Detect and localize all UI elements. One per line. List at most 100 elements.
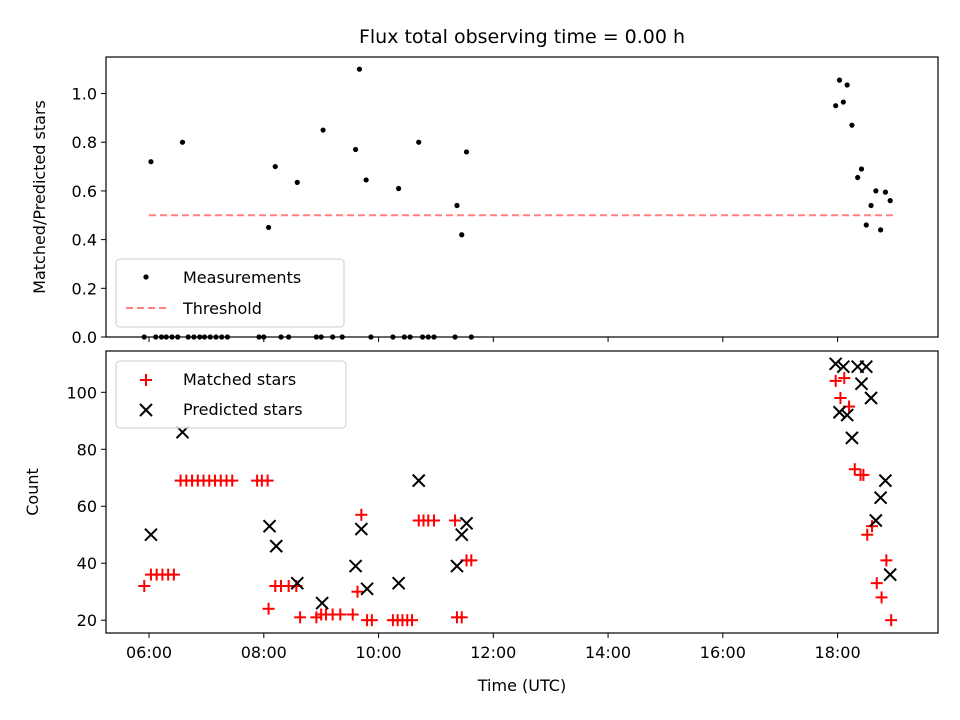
matched-star-point	[334, 608, 347, 621]
bottom-y-tick-label: 40	[77, 554, 97, 573]
bottom-y-tick-label: 60	[77, 497, 97, 516]
measurement-point	[463, 149, 470, 155]
predicted-star-stroke-b	[840, 408, 854, 422]
predicted-star-point	[840, 408, 854, 422]
predicted-star-stroke-b	[859, 359, 873, 374]
predicted-star-point	[360, 582, 374, 596]
predicted-star-stroke-b	[269, 539, 283, 553]
top-x-ticks	[148, 337, 839, 342]
predicted-star-stroke-b	[883, 567, 897, 582]
top-chart-title: Flux total observing time = 0.00 h	[359, 26, 685, 48]
predicted-star-point	[144, 528, 158, 542]
predicted-star-point	[859, 359, 873, 374]
predicted-star-point	[873, 490, 888, 505]
predicted-star-point	[391, 576, 406, 590]
matched-star-point	[138, 580, 151, 592]
measurement-point	[416, 139, 422, 145]
measurement-point	[849, 122, 855, 128]
matched-star-point	[365, 614, 378, 627]
bottom-y-axis-label: Count	[23, 468, 42, 516]
top-y-axis-label: Matched/Predicted stars	[30, 100, 49, 294]
measurement-point	[833, 103, 839, 109]
predicted-star-point	[878, 473, 893, 488]
bottom-x-ticks: 06:00 08:00 10:00 12:00 14:00 16:00 18:00	[126, 633, 861, 662]
legend-threshold-label: Threshold	[182, 299, 262, 318]
bottom-x-axis-label: Time (UTC)	[477, 676, 566, 695]
measurement-point	[887, 198, 893, 204]
measurement-point	[844, 82, 850, 88]
bottom-y-tick-label: 80	[77, 440, 97, 459]
bottom-x-tick-label: 14:00	[585, 643, 631, 662]
matched-star-point	[226, 474, 239, 487]
predicted-star-stroke-b	[864, 391, 878, 405]
predicted-star-point	[262, 519, 277, 533]
legend-matched-label: Matched stars	[183, 370, 296, 389]
measurement-point	[873, 188, 879, 194]
predicted-star-stroke-b	[262, 519, 277, 533]
matched-star-point	[829, 374, 842, 387]
predicted-star-point	[828, 357, 843, 371]
matched-star-point	[449, 514, 462, 527]
top-y-tick-label: 0.2	[72, 279, 97, 298]
predicted-star-stroke-b	[836, 359, 851, 374]
predicted-star-stroke-b	[290, 576, 304, 590]
matched-star-point	[875, 591, 888, 604]
measurement-point	[863, 222, 869, 228]
measurement-point	[868, 202, 874, 209]
measurement-point	[272, 163, 278, 170]
predicted-star-stroke-b	[828, 357, 843, 371]
bottom-x-tick-label: 16:00	[700, 643, 746, 662]
bottom-x-tick-label: 08:00	[241, 643, 287, 662]
measurement-point	[836, 77, 843, 83]
bottom-y-tick-label: 100	[66, 383, 97, 402]
matched-star-point	[880, 554, 893, 567]
measurement-point	[396, 185, 402, 192]
bottom-x-tick-label: 06:00	[126, 643, 172, 662]
bottom-y-tick-label: 20	[77, 611, 97, 630]
top-plot-panel: 0.0 0.2 0.4 0.6 0.8 1.0 Matched/Predicted sta…	[30, 56, 939, 347]
legend-measurements-marker	[143, 274, 149, 280]
measurement-point	[878, 227, 884, 233]
top-legend-box	[115, 258, 345, 328]
measurement-point	[459, 232, 465, 238]
matched-star-point	[351, 585, 364, 598]
matched-star-point	[428, 514, 441, 527]
predicted-star-stroke-b	[315, 596, 329, 610]
top-legend: Measurements Threshold	[115, 258, 345, 328]
bottom-plot-panel: 06:00 08:00 10:00 12:00 14:00 16:00 18:00 20 40…	[23, 350, 939, 695]
legend-predicted-marker	[139, 403, 153, 417]
predicted-star-stroke-b	[459, 516, 474, 531]
matched-star-point	[346, 608, 359, 621]
matched-star-point	[885, 614, 898, 627]
matched-star-point	[355, 508, 368, 521]
matched-star-point	[834, 392, 847, 404]
matched-star-point	[857, 468, 870, 481]
predicted-star-stroke-b	[869, 513, 883, 528]
top-y-tick-label: 0.4	[72, 231, 97, 250]
measurement-point	[858, 166, 865, 172]
matched-star-point	[861, 528, 874, 541]
predicted-star-stroke-b	[450, 559, 464, 573]
predicted-star-stroke-b	[354, 522, 369, 536]
bottom-x-tick-label: 10:00	[355, 643, 401, 662]
predicted-star-point	[455, 528, 469, 542]
top-y-tick-label: 1.0	[72, 85, 97, 104]
bottom-x-tick-label: 18:00	[815, 643, 861, 662]
matched-star-point	[465, 554, 478, 567]
matched-star-point	[455, 611, 468, 624]
predicted-star-point	[450, 559, 464, 573]
measurement-point	[265, 224, 272, 231]
matched-star-point	[866, 520, 879, 533]
measurement-point	[356, 66, 363, 72]
top-y-tick-label: 0.8	[72, 133, 97, 152]
measurement-point	[840, 99, 846, 105]
predicted-star-stroke-b	[455, 528, 469, 542]
legend-matched-marker	[140, 374, 152, 386]
matched-star-point	[870, 577, 883, 590]
bottom-axes-frame	[105, 350, 939, 634]
predicted-star-point	[348, 559, 363, 573]
predicted-star-stroke-b	[832, 405, 847, 419]
predicted-star-point	[354, 522, 369, 536]
measurement-point	[179, 139, 186, 145]
bottom-x-tick-label: 12:00	[470, 643, 516, 662]
